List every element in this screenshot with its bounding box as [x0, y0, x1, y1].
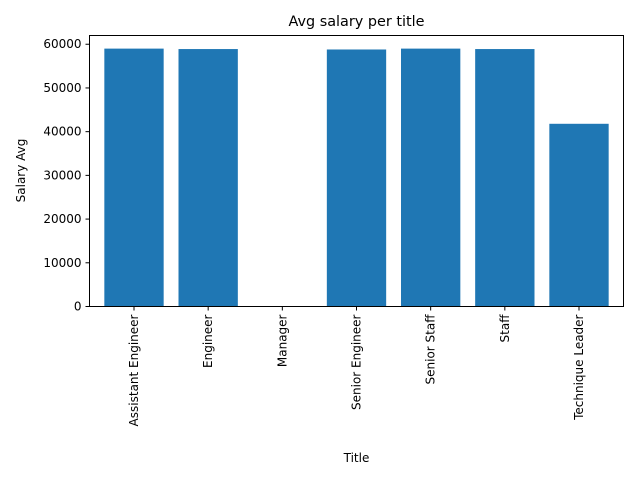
bar-assistant-engineer — [104, 48, 164, 307]
bar-senior-staff — [401, 48, 461, 307]
x-tick-label: Technique Leader — [572, 314, 586, 420]
x-tick-label: Engineer — [201, 314, 215, 368]
plot-frame — [89, 35, 624, 307]
y-tick-label: 60000 — [43, 37, 81, 51]
bar-staff — [475, 49, 535, 307]
y-tick-label: 40000 — [43, 125, 81, 139]
y-axis: 0 10000 20000 30000 40000 50000 60000 — [43, 37, 90, 314]
y-tick-label: 50000 — [43, 81, 81, 95]
y-tick-label: 10000 — [43, 256, 81, 270]
chart-title: Avg salary per title — [289, 14, 425, 30]
x-axis: Assistant Engineer Engineer Manager Senior … — [127, 306, 586, 426]
plot-area — [104, 48, 609, 307]
bar-engineer — [178, 49, 238, 307]
x-tick-label: Senior Staff — [424, 314, 438, 385]
x-tick-label: Assistant Engineer — [127, 314, 141, 426]
bar-senior-engineer — [326, 49, 387, 307]
x-tick-label: Staff — [498, 314, 512, 343]
x-axis-label: Title — [343, 451, 370, 465]
x-tick-label: Manager — [275, 314, 289, 367]
y-axis-label: Salary Avg — [14, 139, 28, 203]
bar-technique-leader — [549, 123, 609, 307]
y-tick-label: 0 — [74, 300, 82, 314]
y-tick-label: 30000 — [43, 168, 81, 182]
x-tick-label: Senior Engineer — [350, 314, 364, 410]
y-tick-label: 20000 — [43, 212, 81, 226]
